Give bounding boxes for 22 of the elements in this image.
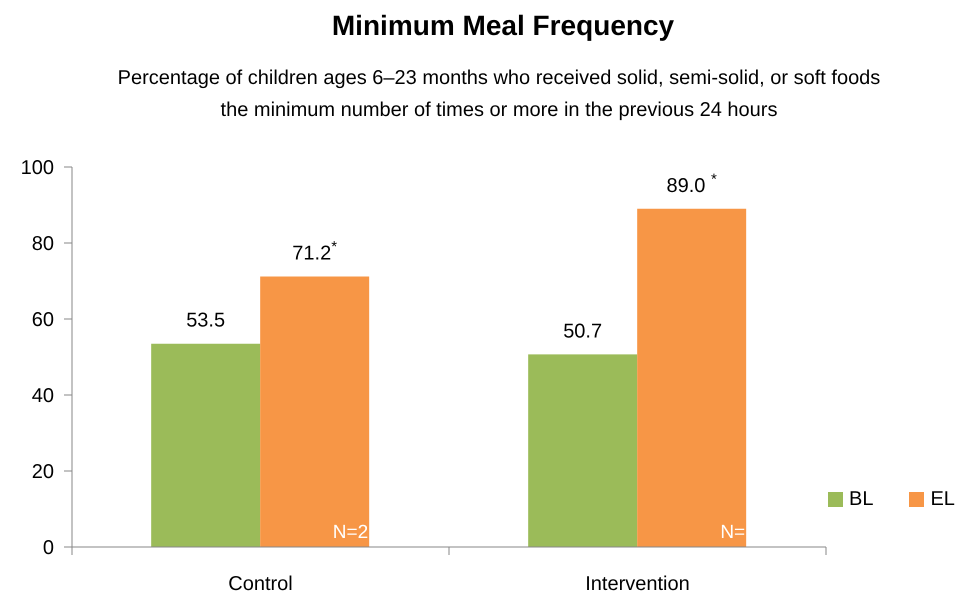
data-label: 53.5: [186, 310, 226, 332]
bar: [528, 354, 638, 547]
x-tick-label: Control: [228, 573, 293, 595]
bar: [151, 344, 260, 547]
annotation: N=: [720, 522, 746, 543]
annotation: N=2: [332, 522, 368, 543]
bar: [260, 276, 370, 547]
chart-title: Minimum Meal Frequency: [330, 9, 676, 43]
data-label: 50.7: [563, 320, 602, 342]
y-tick-label: 0: [42, 537, 54, 560]
data-label: 89.0 $^{*}$: [666, 170, 717, 197]
legend-label: BL: [849, 488, 874, 511]
x-tick-label: Intervention: [585, 573, 690, 595]
bar: [637, 208, 746, 547]
legend-label: EL: [930, 488, 955, 511]
y-tick-label: 40: [32, 385, 54, 408]
y-tick-label: 100: [20, 157, 54, 180]
chart-subtitle: Percentage of children ages 6–23 months who received solid, semi-solid, or soft foods the minimum number of times or more in the previous 24 hours: [116, 66, 882, 123]
data-label: 71.2$^{*}$: [292, 238, 338, 264]
y-tick-label: 20: [32, 461, 54, 484]
y-tick-label: 80: [32, 233, 54, 256]
y-tick-label: 60: [32, 309, 54, 332]
